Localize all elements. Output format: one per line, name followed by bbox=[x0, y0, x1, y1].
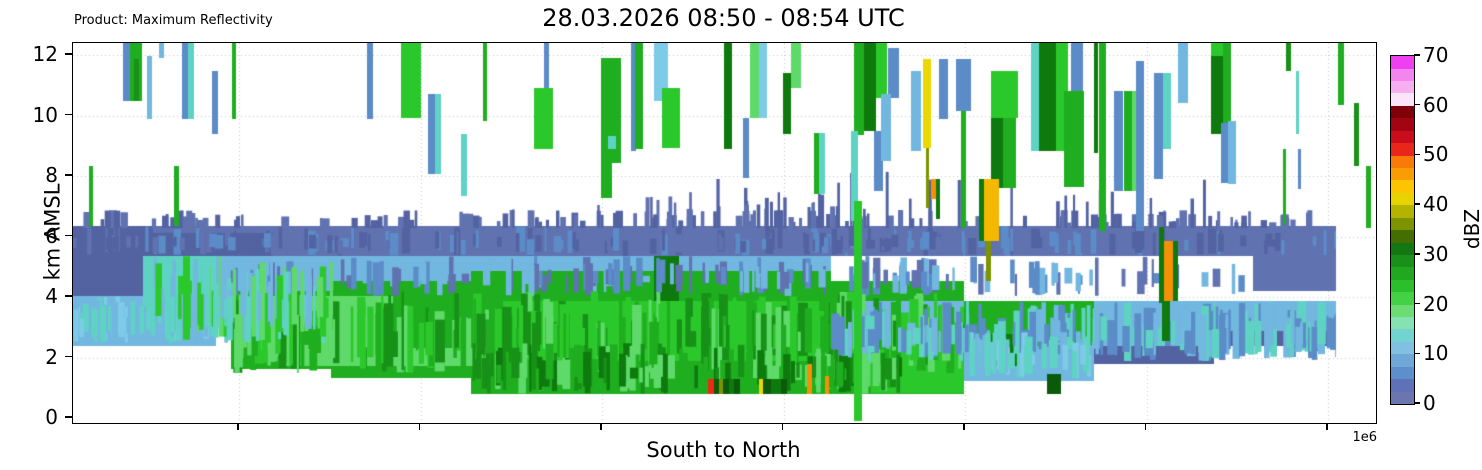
y-tick-mark bbox=[65, 355, 72, 358]
colorbar-band bbox=[1391, 341, 1414, 355]
colorbar-band bbox=[1391, 167, 1414, 181]
colorbar-band bbox=[1391, 143, 1414, 156]
colorbar-label: dBZ bbox=[1460, 208, 1482, 250]
x-tick-mark bbox=[600, 423, 602, 431]
y-tick-label: 4 bbox=[45, 284, 58, 308]
x-axis-offset-label: 1e6 bbox=[1352, 430, 1377, 445]
plot-area bbox=[72, 42, 1377, 424]
colorbar-band bbox=[1391, 56, 1414, 69]
colorbar-tick-mark bbox=[1414, 352, 1420, 354]
colorbar-band bbox=[1391, 130, 1414, 144]
colorbar-band bbox=[1391, 205, 1414, 218]
reflectivity-heatmap-canvas bbox=[73, 43, 1376, 423]
x-tick-mark bbox=[237, 423, 239, 431]
colorbar-band bbox=[1391, 217, 1414, 231]
y-tick-label: 8 bbox=[45, 163, 58, 187]
x-tick-mark bbox=[1326, 423, 1328, 431]
colorbar-band bbox=[1391, 267, 1414, 280]
colorbar-band bbox=[1391, 292, 1414, 305]
colorbar-band bbox=[1391, 254, 1414, 268]
colorbar-band bbox=[1391, 329, 1414, 342]
chart-title: 28.03.2026 08:50 - 08:54 UTC bbox=[542, 4, 905, 32]
x-tick-mark bbox=[418, 423, 421, 431]
colorbar-band bbox=[1391, 391, 1414, 404]
y-tick-label: 0 bbox=[45, 405, 58, 429]
y-tick-mark bbox=[65, 416, 72, 418]
colorbar-band bbox=[1391, 354, 1414, 367]
y-tick-mark bbox=[65, 174, 72, 176]
y-tick-label: 10 bbox=[32, 102, 58, 127]
colorbar-band bbox=[1391, 155, 1414, 168]
y-tick-mark bbox=[65, 113, 72, 116]
colorbar-tick-mark bbox=[1414, 54, 1420, 56]
colorbar-band bbox=[1391, 279, 1414, 293]
y-tick-label: 12 bbox=[32, 42, 58, 66]
colorbar-tick-label: 20 bbox=[1423, 291, 1449, 316]
colorbar-band bbox=[1391, 105, 1414, 119]
x-tick-mark bbox=[1144, 423, 1147, 431]
colorbar-tick-mark bbox=[1414, 302, 1420, 305]
x-tick-mark bbox=[963, 423, 965, 431]
colorbar-tick-label: 70 bbox=[1423, 43, 1449, 67]
colorbar-band bbox=[1391, 81, 1414, 94]
colorbar-band bbox=[1391, 304, 1414, 318]
colorbar-tick-label: 0 bbox=[1423, 391, 1436, 415]
x-tick-mark bbox=[781, 423, 784, 431]
y-tick-mark bbox=[65, 234, 72, 237]
colorbar-tick-label: 60 bbox=[1423, 92, 1449, 117]
colorbar-band bbox=[1391, 118, 1414, 131]
y-tick-label: 6 bbox=[45, 223, 58, 248]
colorbar-tick-label: 30 bbox=[1423, 241, 1449, 266]
colorbar-band bbox=[1391, 192, 1414, 206]
product-label: Product: Maximum Reflectivity bbox=[74, 13, 273, 28]
colorbar-tick-label: 10 bbox=[1423, 341, 1449, 366]
colorbar-tick-mark bbox=[1414, 203, 1420, 205]
colorbar-band bbox=[1391, 180, 1414, 193]
y-tick-mark bbox=[65, 295, 72, 297]
y-tick-label: 2 bbox=[45, 344, 58, 369]
colorbar-tick-mark bbox=[1414, 253, 1420, 255]
y-tick-mark bbox=[65, 53, 72, 55]
colorbar-band bbox=[1391, 242, 1414, 255]
colorbar-tick-mark bbox=[1414, 153, 1420, 156]
colorbar-tick-mark bbox=[1414, 104, 1420, 106]
colorbar bbox=[1390, 55, 1415, 405]
colorbar-band bbox=[1391, 68, 1414, 82]
x-axis-label: South to North bbox=[646, 438, 801, 462]
colorbar-tick-label: 50 bbox=[1423, 142, 1449, 167]
colorbar-tick-mark bbox=[1414, 402, 1420, 404]
colorbar-band bbox=[1391, 317, 1414, 330]
colorbar-band bbox=[1391, 366, 1414, 380]
colorbar-band bbox=[1391, 379, 1414, 392]
colorbar-band bbox=[1391, 93, 1414, 106]
colorbar-band bbox=[1391, 230, 1414, 243]
colorbar-tick-label: 40 bbox=[1423, 192, 1449, 217]
